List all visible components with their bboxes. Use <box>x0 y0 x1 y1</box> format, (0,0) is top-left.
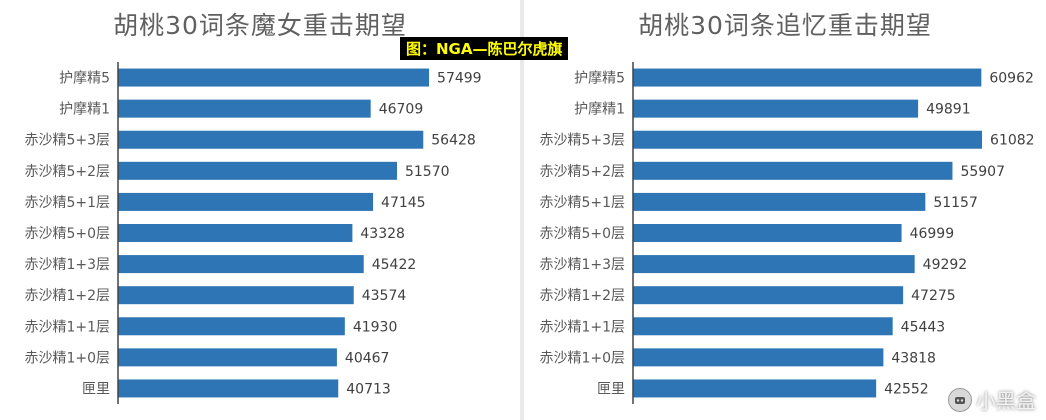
right-value-label: 51157 <box>933 195 978 211</box>
chart-panel-right: 胡桃30词条追忆重击期望 护摩精5 60962 护摩精1 49891 赤沙精5+3层 61… <box>524 0 1046 420</box>
right-bar <box>633 161 953 180</box>
right-value-label: 49292 <box>923 257 968 273</box>
left-category-label: 赤沙精5+1层 <box>24 195 110 211</box>
left-value-label: 47145 <box>381 195 426 211</box>
left-value-label: 43574 <box>362 288 407 304</box>
right-category-label: 赤沙精1+0层 <box>539 350 625 366</box>
right-bar <box>633 99 919 118</box>
left-bar <box>118 379 339 398</box>
left-value-label: 51570 <box>405 164 450 180</box>
right-bar <box>633 192 926 211</box>
right-value-label: 43818 <box>891 350 936 366</box>
right-bar <box>633 68 982 87</box>
left-bar <box>118 99 371 118</box>
left-category-label: 赤沙精1+2层 <box>24 288 110 304</box>
left-bar <box>118 286 354 305</box>
right-category-label: 赤沙精1+1层 <box>539 319 625 335</box>
right-category-label: 护摩精5 <box>574 70 625 87</box>
right-value-label: 45443 <box>901 319 946 335</box>
right-bar <box>633 317 893 336</box>
right-value-label: 60962 <box>989 71 1034 87</box>
left-bar <box>118 348 337 367</box>
right-value-label: 46999 <box>910 226 955 242</box>
right-category-label: 赤沙精5+1层 <box>539 195 625 211</box>
left-category-label: 护摩精5 <box>59 70 110 87</box>
right-bar <box>633 130 983 149</box>
left-bar <box>118 68 430 87</box>
left-value-label: 56428 <box>431 133 476 149</box>
right-bar <box>633 224 902 242</box>
left-bar <box>118 224 353 242</box>
chart-panel-left: 胡桃30词条魔女重击期望 护摩精5 57499 护摩精1 46709 赤沙精5+3层 56… <box>0 0 520 420</box>
left-category-label: 赤沙精1+1层 <box>24 319 110 335</box>
left-value-label: 40713 <box>346 381 391 397</box>
watermark-logo-icon <box>948 387 972 412</box>
left-value-label: 41930 <box>353 319 398 335</box>
right-category-label: 赤沙精5+0层 <box>539 226 625 242</box>
right-value-label: 55907 <box>960 164 1005 180</box>
right-category-label: 赤沙精1+2层 <box>539 288 625 304</box>
left-category-label: 赤沙精5+0层 <box>24 226 110 242</box>
left-bar <box>118 255 364 274</box>
watermark: 小黑盒 <box>948 385 1036 414</box>
left-category-label: 赤沙精1+0层 <box>24 350 110 366</box>
right-category-label: 赤沙精1+3层 <box>539 257 625 273</box>
panel-divider <box>520 0 524 420</box>
left-category-label: 赤沙精5+3层 <box>24 133 110 149</box>
right-value-label: 42552 <box>884 381 929 397</box>
chart-title-left: 胡桃30词条魔女重击期望 <box>113 11 407 40</box>
right-value-label: 61082 <box>990 133 1035 149</box>
left-bar <box>118 317 345 336</box>
left-value-label: 46709 <box>379 102 424 118</box>
left-category-label: 赤沙精5+2层 <box>24 164 110 180</box>
left-category-label: 护摩精1 <box>59 101 110 118</box>
right-bar <box>633 255 915 274</box>
right-bar <box>633 348 884 367</box>
left-bar <box>118 161 397 180</box>
right-bar <box>633 286 904 305</box>
source-label: 图：NGA—陈巴尔虎旗 <box>400 37 569 60</box>
bar-chart-left: 护摩精5 57499 护摩精1 46709 赤沙精5+3层 56428 赤沙精5+2层 515… <box>24 62 482 404</box>
left-value-label: 40467 <box>345 350 390 366</box>
left-value-label: 43328 <box>360 226 405 242</box>
right-category-label: 赤沙精5+3层 <box>539 133 625 149</box>
left-value-label: 45422 <box>372 257 417 273</box>
left-category-label: 赤沙精1+3层 <box>24 257 110 273</box>
watermark-text: 小黑盒 <box>976 389 1036 413</box>
right-value-label: 49891 <box>926 102 971 118</box>
left-category-label: 匣里 <box>82 381 110 397</box>
bar-chart-right: 护摩精5 60962 护摩精1 49891 赤沙精5+3层 61082 赤沙精5+2层 559… <box>539 62 1035 404</box>
chart-title-right: 胡桃30词条追忆重击期望 <box>638 11 932 40</box>
right-category-label: 护摩精1 <box>574 101 625 118</box>
right-category-label: 匣里 <box>597 381 625 397</box>
right-value-label: 47275 <box>911 288 956 304</box>
left-bar <box>118 130 424 149</box>
left-value-label: 57499 <box>437 71 482 87</box>
right-category-label: 赤沙精5+2层 <box>539 164 625 180</box>
left-bar <box>118 192 374 211</box>
right-bar <box>633 379 877 398</box>
